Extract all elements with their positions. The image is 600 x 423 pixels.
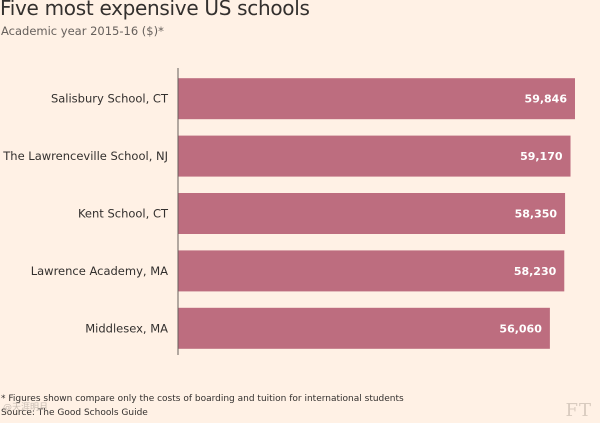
category-label: Salisbury School, CT <box>51 92 169 106</box>
bar-4 <box>178 250 565 292</box>
chart-subtitle: Academic year 2015-16 ($)* <box>1 24 164 38</box>
ft-logo: FT <box>565 400 592 421</box>
bar-5 <box>178 307 550 349</box>
source-note: Source: The Good Schools Guide <box>1 408 148 418</box>
value-label: 59,846 <box>525 93 568 106</box>
bar-3 <box>178 193 566 234</box>
value-label: 58,350 <box>515 208 558 221</box>
category-label: Lawrence Academy, MA <box>31 264 168 278</box>
bar-1 <box>178 78 575 120</box>
footnote: * Figures shown compare only the costs o… <box>1 394 404 404</box>
category-label: Kent School, CT <box>78 207 169 221</box>
value-label: 56,060 <box>499 322 542 335</box>
chart-title: Five most expensive US schools <box>0 0 310 20</box>
watermark: @天涯明月 <box>3 403 49 413</box>
value-label: 59,170 <box>520 150 563 163</box>
category-label: The Lawrenceville School, NJ <box>2 149 168 163</box>
bar-2 <box>178 135 571 177</box>
category-label: Middlesex, MA <box>85 321 168 335</box>
value-label: 58,230 <box>514 265 557 278</box>
